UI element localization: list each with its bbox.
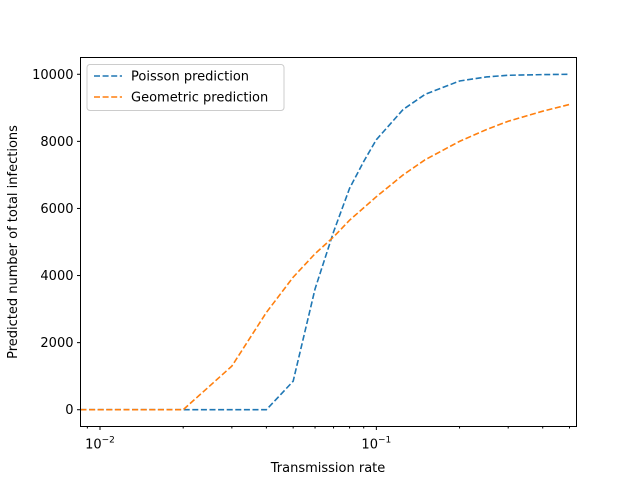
- plot-area: [80, 57, 577, 427]
- x-tick-label: 10−2: [85, 436, 115, 453]
- y-axis: 0 2000 4000 6000 8000 10000: [32, 68, 81, 418]
- y-tick-label: 6000: [40, 202, 73, 217]
- series-line-poisson: [80, 73, 570, 411]
- legend: Poisson prediction Geometric prediction: [86, 64, 285, 111]
- axes-frame: [80, 57, 577, 427]
- x-axis: 10−2 10−1: [85, 426, 571, 453]
- legend-label: Poisson prediction: [131, 70, 249, 85]
- y-tick-label: 8000: [40, 135, 73, 150]
- y-tick-label: 10000: [32, 68, 73, 83]
- y-tick-label: 2000: [40, 336, 73, 351]
- x-tick-label: 10−1: [361, 436, 391, 453]
- x-axis-label: Transmission rate: [270, 461, 386, 476]
- legend-label: Geometric prediction: [131, 91, 268, 106]
- y-tick-label: 4000: [40, 269, 73, 284]
- series-line-geometric: [80, 103, 570, 411]
- y-tick-label: 0: [65, 403, 73, 418]
- series-layer: [80, 73, 570, 411]
- y-axis-label: Predicted number of total infections: [6, 125, 21, 359]
- legend-frame: [86, 64, 285, 111]
